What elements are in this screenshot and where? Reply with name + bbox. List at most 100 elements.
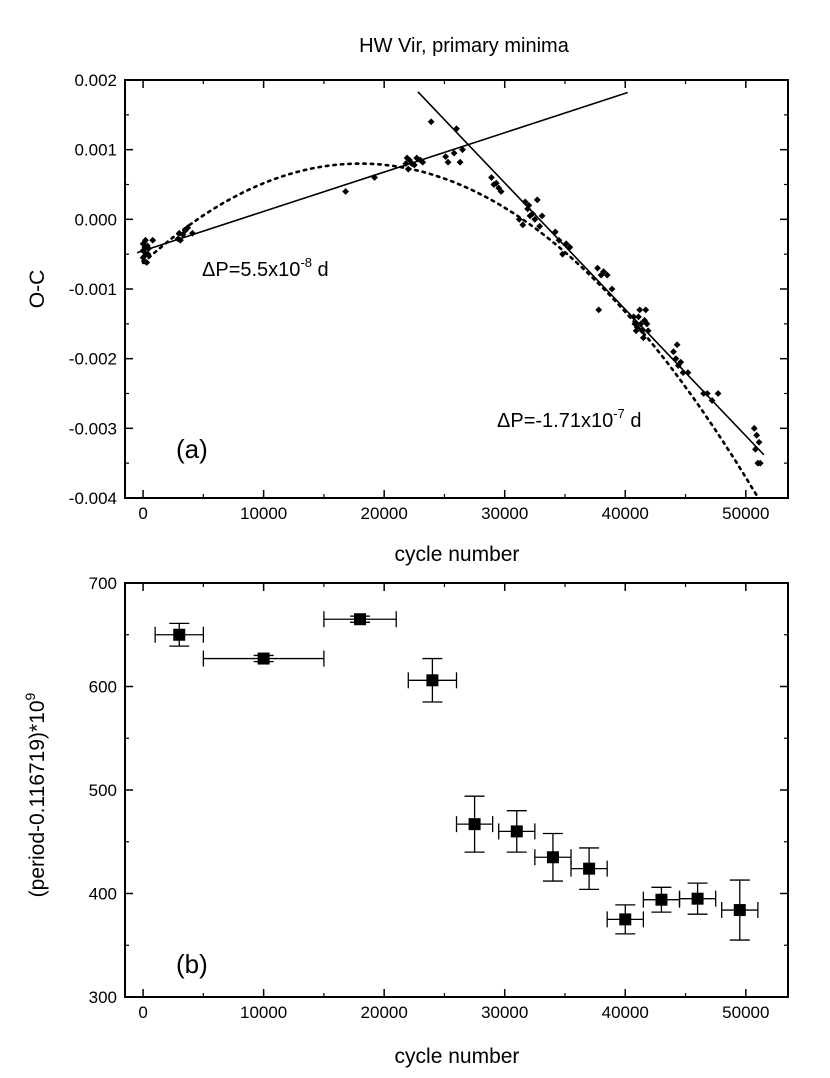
data-point <box>533 196 541 204</box>
data-point <box>536 222 544 230</box>
x-tick-label: 30000 <box>481 1003 528 1022</box>
annotation-dp-early-exp: -8 <box>300 255 312 270</box>
y-tick-label: 500 <box>89 781 117 800</box>
data-point <box>595 306 603 314</box>
panel-a-plot-area: 0 10000 20000 30000 40000 50000 -0.004 -0.003 -0… <box>69 71 788 523</box>
data-point <box>636 306 644 314</box>
data-point <box>529 210 536 218</box>
data-point <box>492 179 500 187</box>
data-point <box>562 240 570 248</box>
data-point <box>633 323 641 331</box>
panel-a-label: (a) <box>176 434 208 464</box>
panel-b-plot-area: 0 10000 20000 30000 40000 50000 300 400 500 600 70… <box>89 574 788 1022</box>
x-tick-label: 50000 <box>722 504 769 523</box>
data-point <box>521 198 529 206</box>
panel-a-xlabel: cycle number <box>395 543 520 566</box>
data-point <box>714 390 722 397</box>
data-point <box>546 851 559 864</box>
data-point <box>566 243 574 251</box>
data-point <box>149 236 157 244</box>
data-point <box>403 154 411 162</box>
data-point <box>638 327 646 335</box>
data-point <box>639 334 647 342</box>
data-point <box>419 158 427 166</box>
y-tick-label: 300 <box>89 988 117 1007</box>
data-point <box>181 227 189 234</box>
data-point <box>684 369 692 376</box>
data-point <box>608 285 616 293</box>
data-point <box>416 156 424 164</box>
y-tick-label: 0.000 <box>74 210 117 229</box>
panel-a-frame <box>124 79 789 499</box>
data-point <box>257 652 270 665</box>
data-point <box>559 250 566 258</box>
x-tick-label: 10000 <box>240 504 287 523</box>
panel-a-ylabel: O-C <box>26 270 49 309</box>
y-tick-label: -0.003 <box>69 419 117 438</box>
panel-b-frame <box>124 582 789 998</box>
data-point <box>700 390 708 397</box>
data-point <box>515 215 523 223</box>
panel-b-ylabel-exp: 9 <box>22 692 38 700</box>
data-point <box>175 229 183 237</box>
data-point <box>426 674 439 687</box>
data-point <box>594 264 601 272</box>
x-tick-label: 20000 <box>361 504 408 523</box>
data-point <box>642 306 650 314</box>
data-point <box>404 165 412 173</box>
data-point <box>733 904 746 917</box>
annotation-dp-early-base: ΔP=5.5x10 <box>202 259 300 281</box>
data-point <box>143 259 151 266</box>
y-tick-label: -0.002 <box>69 350 117 369</box>
data-point <box>442 153 450 161</box>
data-point <box>619 913 632 926</box>
linear-fit-early <box>136 91 628 254</box>
data-point <box>495 184 503 192</box>
data-point <box>750 424 758 432</box>
data-point <box>459 146 466 154</box>
panel-b-xlabel: cycle number <box>395 1045 520 1068</box>
data-point <box>756 459 764 467</box>
data-point <box>655 893 668 906</box>
data-point <box>644 327 652 335</box>
data-point <box>679 369 687 376</box>
y-tick-label: 400 <box>89 885 117 904</box>
panel-b-ylabel-base: (period-0.116719)*10 <box>26 700 49 897</box>
panel-b-label: (b) <box>176 949 208 979</box>
chart-title: HW Vir, primary minima <box>359 35 570 57</box>
y-tick-label: 0.002 <box>74 71 117 90</box>
data-point <box>555 236 563 244</box>
data-point <box>342 188 349 195</box>
data-point <box>635 313 642 321</box>
data-point <box>142 236 149 244</box>
x-tick-label: 10000 <box>240 1003 287 1022</box>
data-point <box>488 174 495 181</box>
data-point <box>410 161 418 169</box>
y-tick-label: 0.001 <box>74 141 117 160</box>
data-point <box>468 818 481 831</box>
data-point <box>144 250 152 258</box>
x-tick-label: 20000 <box>361 1003 408 1022</box>
y-tick-label: -0.001 <box>69 280 117 299</box>
data-point <box>755 438 763 446</box>
data-point <box>456 158 464 166</box>
data-point <box>670 348 677 356</box>
annotation-dp-late: ΔP=-1.71x10-7 d <box>497 406 641 432</box>
data-point <box>703 390 711 397</box>
x-tick-label: 40000 <box>602 504 649 523</box>
data-point <box>179 231 187 239</box>
data-point <box>691 892 704 905</box>
data-point <box>497 188 505 195</box>
data-point <box>177 236 184 244</box>
data-point <box>510 825 523 838</box>
data-point <box>526 212 534 220</box>
data-point <box>402 160 410 167</box>
data-point <box>672 355 680 363</box>
x-tick-label: 0 <box>138 504 147 523</box>
x-tick-label: 40000 <box>602 1003 649 1022</box>
panel-b-ylabel: (period-0.116719)*109 <box>22 692 49 897</box>
data-point <box>600 268 607 275</box>
data-point <box>143 242 151 250</box>
data-point <box>525 202 533 209</box>
